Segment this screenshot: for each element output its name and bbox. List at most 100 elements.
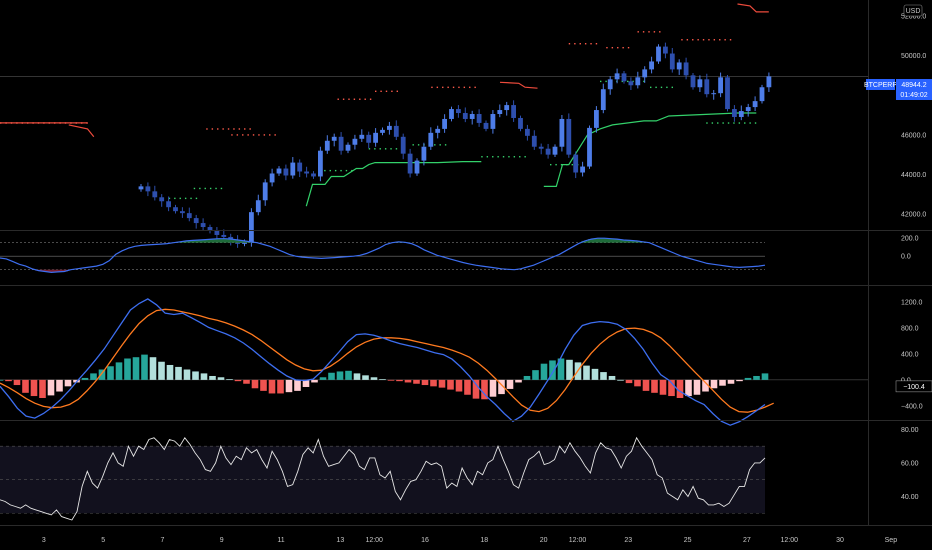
supertrend-dot-red [249, 128, 251, 130]
candle-body [283, 168, 289, 176]
candle-body [214, 230, 220, 235]
time-axis-label: 13 [336, 537, 344, 544]
rsi-y-axis[interactable]: 80.00 60.00 40.00 [901, 427, 919, 501]
supertrend-dot-red [697, 39, 699, 41]
candle-body [738, 111, 744, 117]
supertrend-dot-red [353, 98, 356, 100]
supertrend-dot-red [653, 31, 656, 33]
time-axis-label: Sep [885, 537, 898, 544]
candle-body [483, 122, 489, 129]
macd-histogram-bar [13, 379, 21, 386]
supertrend-dot-red [637, 31, 639, 33]
supertrend-dot-green [368, 148, 371, 150]
currency-indicator[interactable]: USD [903, 4, 923, 17]
candle-body [276, 168, 282, 174]
candle-body [228, 236, 234, 240]
candle-body [690, 75, 696, 88]
supertrend-dot-green [497, 156, 499, 158]
supertrend-dot-green [643, 80, 645, 83]
macd-histogram-bar [396, 379, 403, 382]
supertrend-dot-red [606, 46, 608, 49]
candle-body [173, 207, 178, 212]
rsi-panel[interactable]: 80.00 60.00 40.00 [0, 427, 919, 521]
macd-histogram-bar [404, 379, 412, 383]
price-badge-bg [896, 79, 932, 100]
macd-histogram-bar [166, 364, 174, 380]
supertrend-dot-red [396, 90, 398, 93]
currency-box [903, 4, 923, 17]
macd-histogram-bar [668, 379, 675, 397]
supertrend-dot-green [168, 197, 171, 200]
candle-body [621, 73, 627, 82]
rsi-tick-label: 80.00 [901, 427, 919, 434]
macd-histogram-bar [149, 357, 157, 380]
supertrend-dot-red [348, 98, 350, 100]
supertrend-dot-red [247, 134, 249, 136]
supertrend-dot-green [727, 122, 730, 124]
macd-histogram-bar [557, 358, 565, 380]
supertrend-dot-green [174, 197, 176, 200]
macd-histogram-bar [489, 379, 497, 397]
supertrend-dot-green [329, 169, 331, 172]
candle-body [380, 129, 385, 133]
macd-line [0, 298, 766, 426]
macd-histogram-bar [336, 371, 344, 380]
macd-histogram-bar [200, 373, 208, 380]
macd-histogram-bar [430, 379, 437, 387]
macd-badge-value: −100.4 [903, 384, 925, 391]
macd-histogram-bar [438, 379, 446, 388]
supertrend-dot-red [269, 134, 271, 136]
supertrend-dot-red [584, 43, 587, 45]
supertrend-dot-red [252, 134, 255, 136]
supertrend-segment-red [499, 81, 538, 89]
macd-histogram-bar [583, 365, 590, 380]
candle-body [600, 89, 606, 111]
candle-body [607, 79, 613, 90]
supertrend-dot-green [666, 86, 668, 89]
supertrend-dot-red [236, 134, 239, 136]
price-tick-label: 50000.0 [901, 53, 926, 60]
candle-body [387, 125, 392, 130]
time-axis-label: 27 [743, 537, 751, 544]
supertrend-dot-green [738, 122, 741, 124]
supertrend-dot-red [622, 46, 624, 49]
macd-histogram-bar [515, 379, 522, 383]
time-axis[interactable]: 3 5 7 9 11 13 12:00 16 18 20 12:00 23 25 27 12:00 30 Sep [42, 537, 897, 544]
time-axis-label: 23 [624, 537, 632, 544]
macd-histogram-bar [659, 379, 667, 395]
oscillator-panel[interactable]: 200.0 0.0 [0, 236, 919, 274]
oscillator-y-axis[interactable]: 200.0 0.0 [901, 236, 919, 261]
time-axis-label: 9 [220, 537, 224, 544]
candle-body [145, 186, 151, 192]
supertrend-dot-red [719, 39, 721, 41]
supertrend-dot-green [519, 156, 521, 158]
supertrend-dot-red [86, 122, 88, 124]
time-axis-label: 3 [42, 537, 46, 544]
macd-histogram-bar [447, 379, 454, 390]
candle-body [518, 117, 523, 129]
supertrend-dot-red [452, 86, 455, 89]
candlestick-series [138, 42, 772, 248]
supertrend-segment-red [737, 3, 769, 13]
supertrend-dot-green [351, 169, 353, 172]
candle-body [373, 132, 378, 143]
supertrend-dot-green [439, 144, 441, 146]
macd-series [0, 298, 868, 426]
supertrend-dot-green [204, 187, 206, 190]
price-panel[interactable]: 52000.050000.048000.046000.044000.042000… [0, 3, 926, 248]
time-axis-label: 5 [101, 537, 105, 544]
supertrend-dot-red [64, 122, 67, 124]
supertrend-dot-red [10, 122, 13, 124]
macd-histogram-bar [107, 366, 114, 380]
supertrend-dot-green [508, 156, 510, 158]
macd-histogram-bar [39, 379, 46, 398]
macd-histogram-bar [251, 379, 259, 389]
candle-body [400, 136, 406, 154]
candle-body [525, 128, 530, 136]
supertrend-dot-green [566, 163, 568, 166]
macd-histogram-bar [0, 379, 4, 381]
supertrend-dot-red [364, 98, 366, 100]
candle-body [297, 162, 303, 172]
